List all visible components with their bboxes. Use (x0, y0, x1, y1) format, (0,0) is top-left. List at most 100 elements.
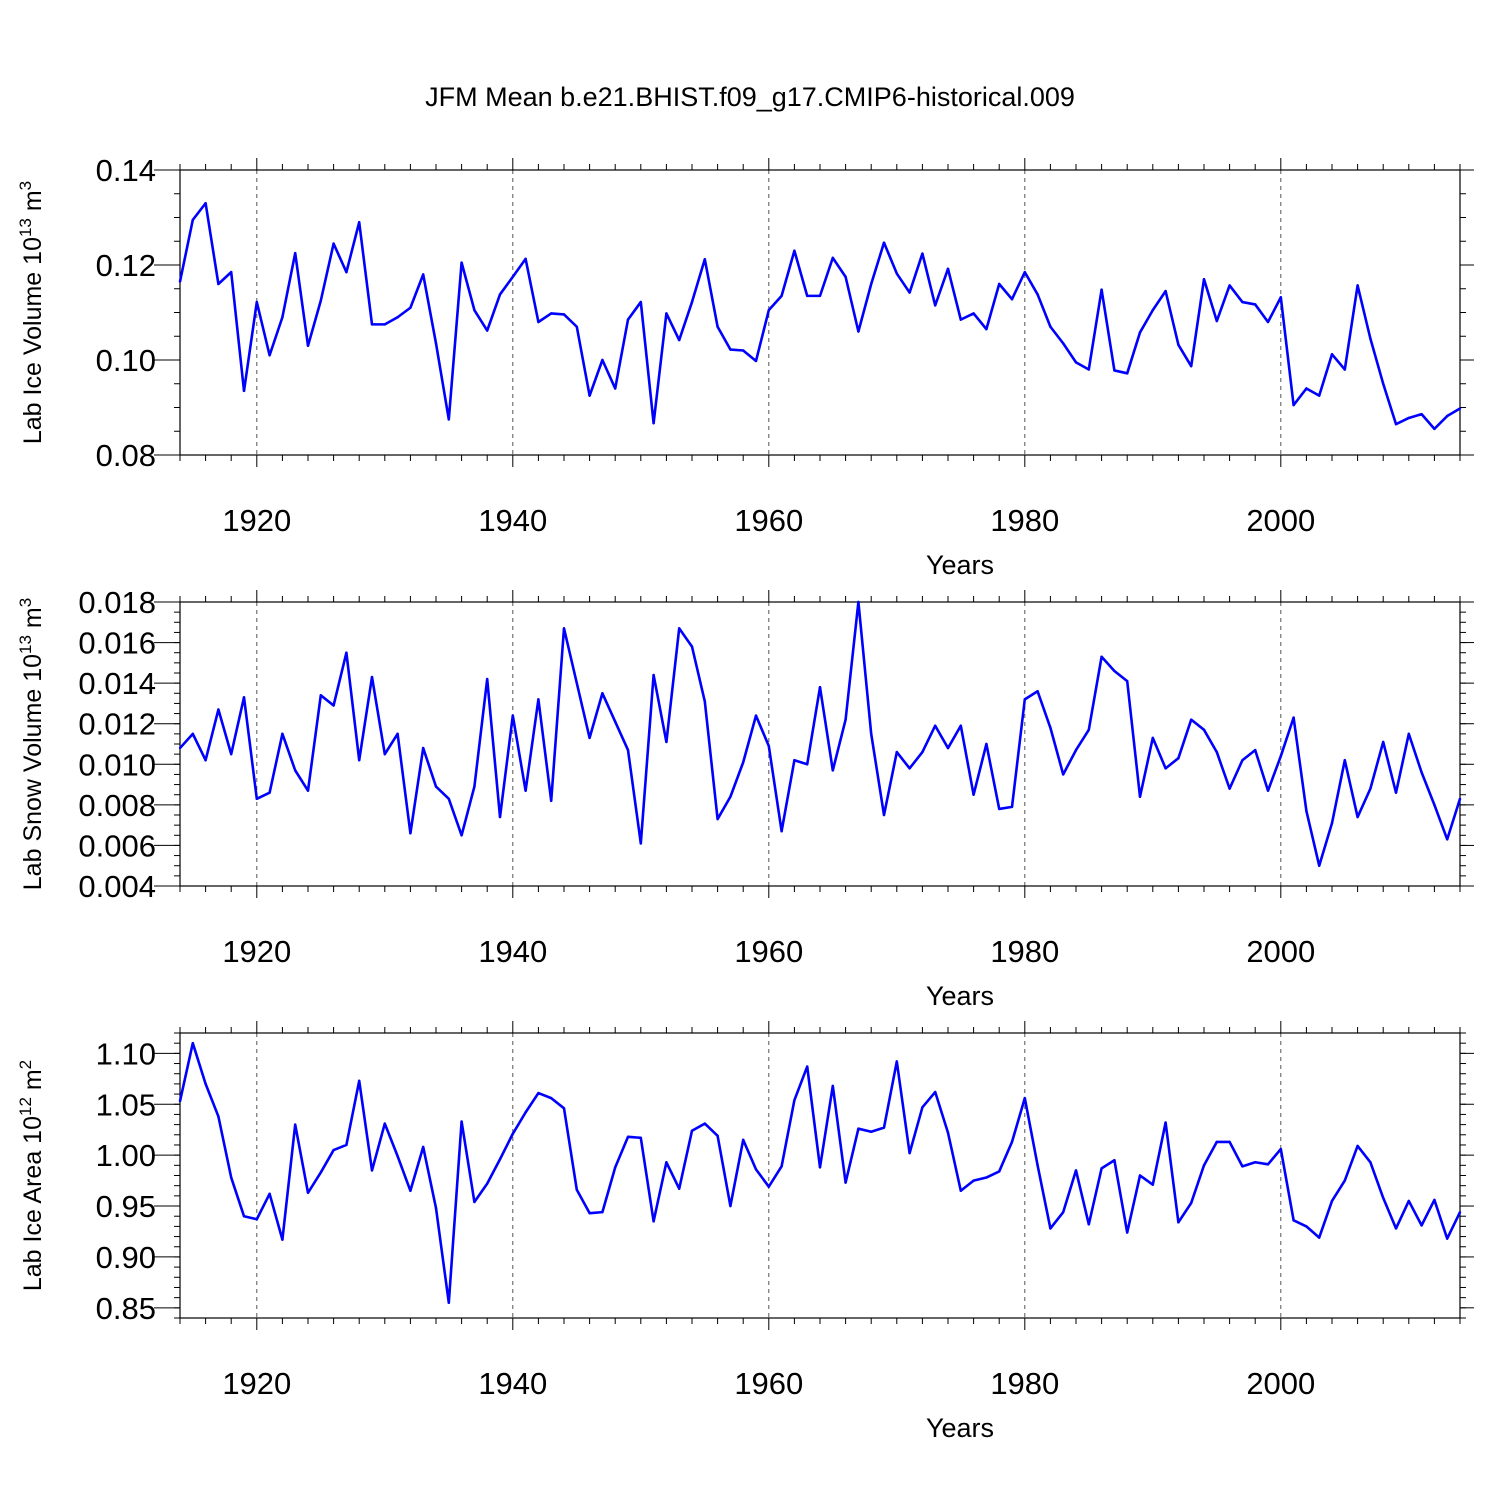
data-point (1369, 337, 1372, 340)
data-point (230, 270, 233, 274)
data-point (294, 251, 297, 255)
data-point (332, 242, 335, 245)
data-point (1420, 1224, 1423, 1227)
data-point (1138, 1174, 1142, 1177)
data-point (601, 692, 604, 695)
data-point (1305, 809, 1308, 813)
data-point (716, 325, 719, 328)
data-point (998, 807, 1001, 811)
data-point (191, 732, 194, 736)
data-point (921, 252, 924, 255)
data-point (908, 1151, 911, 1155)
data-point (921, 1106, 924, 1109)
data-point (537, 320, 540, 324)
data-point (767, 744, 770, 748)
data-point (614, 387, 617, 390)
data-point (1062, 1210, 1065, 1214)
data-point (511, 1132, 514, 1135)
data-point (1394, 791, 1398, 794)
data-point (1279, 754, 1283, 758)
plot-frame (179, 169, 1461, 456)
data-point (550, 312, 553, 315)
data-point (1151, 308, 1155, 312)
data-point (1292, 1219, 1295, 1222)
data-point (998, 1170, 1001, 1173)
y-axis-label: Lab Snow Volume 1013 m3 (16, 598, 47, 890)
data-point (998, 282, 1001, 286)
data-point (1049, 1227, 1052, 1230)
data-point (1369, 787, 1372, 790)
data-point (242, 1215, 246, 1218)
data-point (678, 338, 681, 342)
data-point (665, 312, 668, 315)
data-point (1100, 655, 1103, 658)
data-point (1279, 1147, 1283, 1151)
data-point (857, 1127, 860, 1130)
y-tick-label: 0.018 (78, 585, 156, 620)
data-point (217, 708, 220, 711)
data-point (934, 304, 937, 307)
data-point (294, 1123, 297, 1126)
data-point (1177, 1221, 1180, 1224)
data-point (562, 1107, 566, 1110)
data-point (358, 1079, 361, 1083)
chart-panel-1: 1920 1940 1960 1980 2000 0.08 0.10 0.12 0.14 Year… (16, 153, 1474, 580)
data-point (626, 748, 630, 752)
y-tick-label: 0.85 (96, 1291, 156, 1326)
data-point (1036, 293, 1039, 296)
data-point (1458, 1210, 1462, 1214)
data-point (1113, 369, 1116, 372)
data-point (742, 1138, 745, 1142)
data-point (1279, 296, 1283, 299)
data-point (780, 1165, 783, 1168)
data-point (1369, 1161, 1372, 1164)
y-axis-label-superscript: 13 (16, 218, 35, 237)
data-point (678, 627, 681, 630)
data-point (1228, 1140, 1231, 1144)
data-point (1126, 679, 1129, 683)
data-point (1100, 1167, 1103, 1170)
data-point (934, 1090, 937, 1094)
data-point (703, 700, 706, 703)
data-point (1382, 1196, 1385, 1200)
data-point (831, 769, 834, 772)
data-point (818, 294, 822, 298)
y-tick-label: 1.05 (96, 1087, 156, 1122)
data-point (498, 815, 502, 819)
data-point (844, 718, 847, 721)
data-point (1458, 797, 1462, 800)
data-point (255, 1218, 258, 1221)
data-point (780, 294, 783, 298)
data-point (652, 1220, 655, 1223)
data-point (447, 797, 450, 800)
data-point (729, 348, 732, 351)
data-point (639, 1136, 642, 1140)
data-point (306, 344, 310, 347)
data-point (1343, 759, 1347, 762)
data-point (1062, 773, 1065, 776)
data-point (716, 817, 719, 821)
data-point (306, 789, 310, 792)
data-point (319, 1171, 322, 1174)
data-point (319, 694, 322, 697)
data-point (1100, 288, 1103, 291)
data-point (524, 1111, 527, 1114)
data-point (1151, 1183, 1155, 1186)
x-tick-label: 1920 (222, 934, 291, 969)
figure-title: JFM Mean b.e21.BHIST.f09_g17.CMIP6-histo… (425, 82, 1075, 112)
data-point (230, 752, 233, 756)
x-tick-label: 1940 (478, 503, 547, 538)
data-point (383, 752, 386, 756)
data-point (690, 645, 694, 648)
data-point (985, 327, 988, 331)
data-point (1049, 325, 1052, 328)
data-point (742, 349, 745, 352)
data-point (703, 1122, 706, 1125)
data-point (588, 1211, 591, 1215)
data-point (831, 1084, 834, 1088)
data-point (332, 1148, 335, 1152)
data-point (204, 202, 207, 205)
data-point (1190, 364, 1193, 368)
data-point (780, 830, 783, 833)
